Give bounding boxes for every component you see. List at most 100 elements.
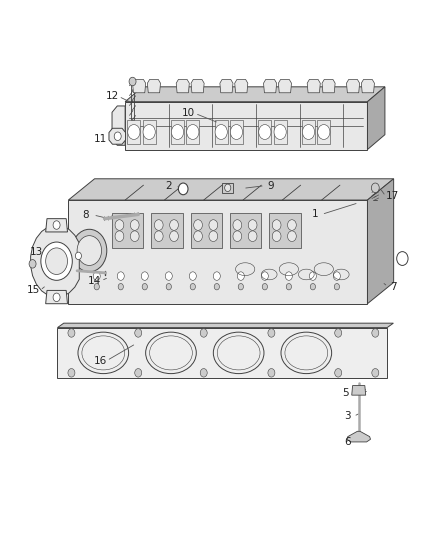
Circle shape [248,231,257,241]
Circle shape [309,272,316,280]
Circle shape [310,284,315,290]
Circle shape [114,132,121,141]
Circle shape [248,220,257,230]
Circle shape [302,125,314,140]
Circle shape [115,220,124,230]
Circle shape [72,229,107,272]
Circle shape [200,368,207,377]
Circle shape [154,220,163,230]
Polygon shape [186,120,199,144]
Text: 16: 16 [94,356,107,366]
Text: 1: 1 [312,209,318,220]
Circle shape [288,231,296,241]
Circle shape [372,329,379,337]
Text: 6: 6 [345,437,351,447]
Circle shape [230,125,243,140]
Circle shape [225,184,231,191]
Circle shape [170,220,178,230]
Polygon shape [143,120,155,144]
Polygon shape [274,120,287,144]
Polygon shape [215,120,228,144]
Polygon shape [367,87,385,150]
Circle shape [233,220,242,230]
Polygon shape [279,79,291,93]
Text: 9: 9 [267,181,274,191]
Circle shape [29,260,36,268]
Circle shape [190,284,195,290]
Circle shape [371,183,379,192]
Polygon shape [230,120,243,144]
Circle shape [189,272,196,280]
Polygon shape [347,431,371,442]
Polygon shape [46,219,67,232]
Circle shape [115,231,124,241]
Polygon shape [57,328,387,378]
Text: 13: 13 [30,247,43,257]
Circle shape [268,329,275,337]
Circle shape [143,125,155,140]
Circle shape [166,284,171,290]
Circle shape [129,77,136,86]
Polygon shape [302,120,315,144]
Circle shape [131,220,139,230]
Polygon shape [220,79,233,93]
Circle shape [75,252,81,260]
Circle shape [237,272,244,280]
Text: 3: 3 [345,411,351,422]
Circle shape [142,284,148,290]
Circle shape [335,368,342,377]
Circle shape [154,231,163,241]
Circle shape [333,272,340,280]
Polygon shape [191,79,204,93]
Circle shape [68,329,75,337]
Circle shape [77,236,102,265]
Circle shape [335,329,342,337]
Circle shape [286,272,292,280]
Circle shape [272,220,281,230]
Polygon shape [223,182,233,193]
Polygon shape [269,213,300,248]
Circle shape [128,125,140,140]
Text: 10: 10 [182,108,195,118]
Circle shape [194,220,202,230]
Polygon shape [112,106,125,146]
Polygon shape [352,385,366,395]
Circle shape [261,272,268,280]
Polygon shape [346,79,360,93]
Polygon shape [57,323,393,328]
Polygon shape [264,79,277,93]
Circle shape [233,231,242,241]
Circle shape [397,252,408,265]
Circle shape [215,125,227,140]
Polygon shape [176,79,189,93]
Circle shape [141,272,148,280]
Text: 8: 8 [82,210,89,220]
Circle shape [46,248,67,274]
Circle shape [118,284,124,290]
Polygon shape [112,213,144,248]
Polygon shape [148,79,160,93]
Circle shape [214,284,219,290]
Circle shape [94,284,99,290]
Circle shape [259,125,271,140]
Circle shape [165,272,172,280]
Polygon shape [258,120,272,144]
Circle shape [178,183,188,195]
Circle shape [68,368,75,377]
Polygon shape [361,79,374,93]
Circle shape [372,368,379,377]
Circle shape [288,220,296,230]
Polygon shape [171,120,184,144]
Polygon shape [109,128,126,144]
Text: 15: 15 [27,286,40,295]
Text: 5: 5 [343,388,349,398]
Circle shape [274,125,286,140]
Polygon shape [31,225,79,297]
Circle shape [286,284,291,290]
Polygon shape [68,200,367,304]
Circle shape [171,125,184,140]
Polygon shape [125,87,385,102]
Circle shape [135,368,142,377]
Circle shape [200,329,207,337]
Circle shape [268,368,275,377]
